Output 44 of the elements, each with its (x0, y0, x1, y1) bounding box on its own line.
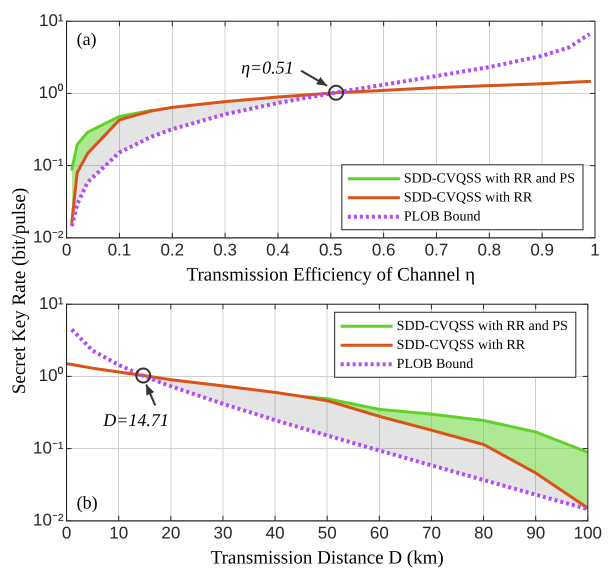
annotation: (a) (76, 28, 97, 49)
legend-label: SDD-CVQSS with RR and PS (404, 171, 576, 186)
y-tick-label: 10⁻² (32, 227, 64, 246)
x-tick-label: 0.9 (530, 240, 554, 260)
x-tick-label: 40 (266, 524, 285, 543)
line-series (70, 32, 592, 228)
x-tick-label: 10 (109, 524, 128, 543)
x-tick-label: 0.6 (372, 240, 396, 260)
x-tick-label: 0.7 (424, 240, 448, 260)
annotation: D=14.71 (102, 410, 169, 430)
y-tick-label: 10⁰ (38, 366, 64, 386)
x-tick-label: 0.3 (213, 240, 237, 260)
y-axis-title: Secret Key Rate (bit/pulse) (9, 188, 31, 394)
x-axis-title: Transmission Distance D (km) (210, 548, 444, 569)
y-tick-label: 10¹ (38, 294, 64, 313)
x-axis-title: Transmission Efficiency of Channel η (186, 264, 476, 286)
legend-label: PLOB Bound (396, 356, 474, 372)
annotation: (b) (76, 492, 98, 513)
y-tick-label: 10⁻¹ (32, 438, 64, 458)
y-tick-label: 10⁰ (38, 83, 64, 102)
x-tick-label: 0.1 (108, 240, 132, 260)
legend-label: SDD-CVQSS with RR and PS (396, 318, 568, 334)
x-tick-label: 50 (318, 524, 337, 543)
x-tick-label: 100 (574, 524, 602, 543)
x-tick-label: 60 (370, 524, 389, 543)
x-tick-label: 0.8 (477, 240, 502, 260)
annotation: η=0.51 (241, 58, 294, 78)
x-tick-label: 20 (161, 524, 180, 543)
x-tick-label: 0 (62, 524, 72, 543)
x-tick-label: 0.2 (160, 240, 184, 260)
x-tick-label: 0 (62, 240, 72, 260)
x-tick-label: 0.4 (266, 240, 290, 260)
legend-label: SDD-CVQSS with RR (404, 190, 533, 206)
legend-label: SDD-CVQSS with RR (396, 338, 526, 353)
x-tick-label: 80 (474, 524, 494, 543)
x-tick-label: 1 (590, 240, 600, 260)
x-tick-label: 30 (213, 524, 232, 543)
y-tick-label: 10¹ (38, 10, 64, 30)
x-tick-label: 90 (526, 524, 546, 543)
y-tick-label: 10⁻¹ (32, 155, 64, 174)
x-tick-label: 70 (422, 524, 441, 543)
y-tick-label: 10⁻² (32, 510, 64, 530)
x-tick-label: 0.5 (318, 240, 343, 260)
legend-label: PLOB Bound (404, 209, 480, 224)
